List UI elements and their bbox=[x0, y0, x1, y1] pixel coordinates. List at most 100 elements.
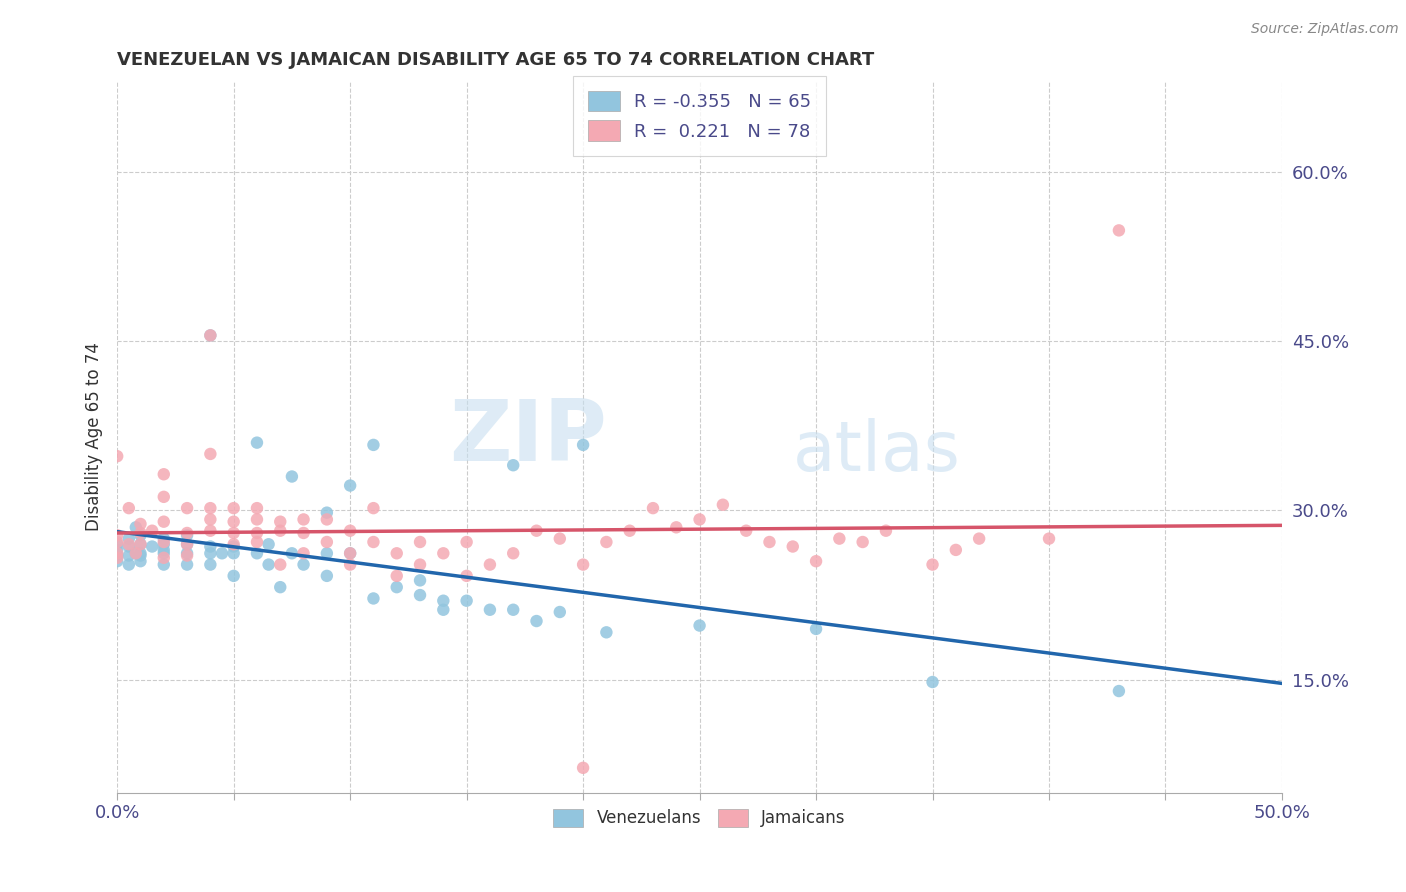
Point bbox=[129, 528, 152, 542]
Point bbox=[385, 569, 408, 583]
Point bbox=[572, 558, 595, 572]
Point bbox=[246, 535, 269, 549]
Point bbox=[269, 558, 291, 572]
Point bbox=[548, 532, 571, 546]
Point bbox=[315, 512, 337, 526]
Point bbox=[432, 603, 454, 617]
Point bbox=[409, 558, 432, 572]
Point bbox=[152, 542, 174, 557]
Point bbox=[363, 591, 385, 606]
Point bbox=[572, 438, 595, 452]
Point bbox=[129, 549, 152, 563]
Point bbox=[176, 526, 198, 541]
Point bbox=[315, 506, 337, 520]
Point bbox=[292, 558, 315, 572]
Point bbox=[456, 535, 478, 549]
Point bbox=[246, 501, 269, 516]
Point bbox=[211, 546, 233, 560]
Point bbox=[689, 618, 711, 632]
Point bbox=[641, 501, 664, 516]
Point bbox=[828, 532, 851, 546]
Point bbox=[152, 537, 174, 551]
Point bbox=[363, 501, 385, 516]
Point bbox=[222, 537, 245, 551]
Point bbox=[152, 550, 174, 565]
Point bbox=[689, 512, 711, 526]
Point bbox=[152, 546, 174, 560]
Point bbox=[246, 512, 269, 526]
Point bbox=[269, 524, 291, 538]
Point bbox=[246, 526, 269, 541]
Point bbox=[502, 546, 524, 560]
Point bbox=[105, 549, 128, 563]
Point bbox=[176, 537, 198, 551]
Point bbox=[595, 625, 617, 640]
Point bbox=[246, 435, 269, 450]
Point bbox=[125, 546, 148, 560]
Point bbox=[200, 558, 222, 572]
Text: Source: ZipAtlas.com: Source: ZipAtlas.com bbox=[1251, 22, 1399, 37]
Point bbox=[176, 501, 198, 516]
Point bbox=[292, 546, 315, 560]
Point bbox=[339, 546, 361, 560]
Point bbox=[665, 520, 688, 534]
Point bbox=[141, 540, 163, 554]
Point bbox=[526, 524, 548, 538]
Point bbox=[222, 546, 245, 560]
Legend: Venezuelans, Jamaicans: Venezuelans, Jamaicans bbox=[547, 802, 852, 834]
Point bbox=[118, 532, 141, 546]
Point bbox=[281, 546, 304, 560]
Point bbox=[200, 328, 222, 343]
Point bbox=[176, 537, 198, 551]
Point bbox=[105, 542, 128, 557]
Point bbox=[176, 558, 198, 572]
Point bbox=[125, 520, 148, 534]
Point bbox=[572, 761, 595, 775]
Point bbox=[152, 515, 174, 529]
Point bbox=[409, 588, 432, 602]
Point bbox=[339, 478, 361, 492]
Point bbox=[222, 515, 245, 529]
Point bbox=[118, 549, 141, 563]
Point bbox=[118, 537, 141, 551]
Point bbox=[409, 574, 432, 588]
Point bbox=[945, 542, 967, 557]
Point bbox=[315, 546, 337, 560]
Point bbox=[804, 622, 827, 636]
Point bbox=[363, 535, 385, 549]
Point bbox=[852, 535, 875, 549]
Point bbox=[292, 526, 315, 541]
Point bbox=[1108, 223, 1130, 237]
Point bbox=[526, 614, 548, 628]
Point bbox=[502, 458, 524, 473]
Point bbox=[118, 540, 141, 554]
Point bbox=[129, 526, 152, 541]
Point bbox=[176, 546, 198, 560]
Point bbox=[595, 535, 617, 549]
Point bbox=[200, 501, 222, 516]
Point bbox=[339, 558, 361, 572]
Point bbox=[921, 558, 943, 572]
Point bbox=[125, 546, 148, 560]
Point bbox=[281, 469, 304, 483]
Point bbox=[222, 540, 245, 554]
Point bbox=[711, 498, 734, 512]
Point bbox=[152, 490, 174, 504]
Point bbox=[456, 569, 478, 583]
Point bbox=[176, 549, 198, 563]
Point bbox=[758, 535, 780, 549]
Point bbox=[339, 546, 361, 560]
Point bbox=[432, 593, 454, 607]
Point bbox=[105, 449, 128, 463]
Point bbox=[141, 524, 163, 538]
Point bbox=[385, 546, 408, 560]
Point bbox=[875, 524, 897, 538]
Point bbox=[339, 524, 361, 538]
Point bbox=[152, 535, 174, 549]
Point bbox=[548, 605, 571, 619]
Text: VENEZUELAN VS JAMAICAN DISABILITY AGE 65 TO 74 CORRELATION CHART: VENEZUELAN VS JAMAICAN DISABILITY AGE 65… bbox=[117, 51, 875, 69]
Point bbox=[478, 558, 501, 572]
Point bbox=[804, 554, 827, 568]
Point bbox=[432, 546, 454, 560]
Point bbox=[409, 535, 432, 549]
